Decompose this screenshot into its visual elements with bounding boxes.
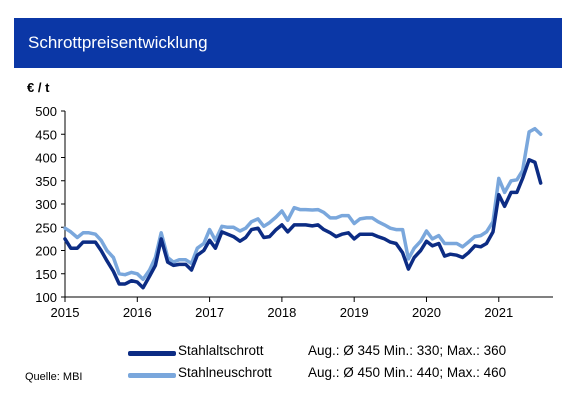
y-tick-label: 450 xyxy=(35,127,57,142)
x-tick-label: 2018 xyxy=(267,305,296,320)
x-tick-label: 2017 xyxy=(195,305,224,320)
y-tick-label: 400 xyxy=(35,151,57,166)
x-tick-label: 2021 xyxy=(484,305,513,320)
x-tick-label: 2016 xyxy=(123,305,152,320)
series-line-stahlneuschrott xyxy=(63,126,543,282)
source-note: Quelle: MBI xyxy=(25,371,83,383)
x-tick-label: 2019 xyxy=(340,305,369,320)
stats-stahlneuschrott: Aug.: Ø 450 Min.: 440; Max.: 460 xyxy=(308,365,507,380)
legend-label: Stahlneuschrott xyxy=(178,365,272,380)
x-tick-label: 2020 xyxy=(412,305,441,320)
legend-label: Stahlaltschrott xyxy=(178,343,264,358)
x-tick-label: 2015 xyxy=(51,305,80,320)
y-tick-label: 300 xyxy=(35,197,57,212)
y-tick-label: 200 xyxy=(35,244,57,259)
chart-title: Schrottpreisentwicklung xyxy=(28,33,208,52)
series-line-stahlaltschrott xyxy=(63,158,543,290)
y-tick-label: 500 xyxy=(35,104,57,119)
legend-swatch-neu xyxy=(128,373,176,378)
chart-header: Schrottpreisentwicklung xyxy=(14,18,562,68)
y-tick-label: 350 xyxy=(35,174,57,189)
y-tick-label: 100 xyxy=(35,290,57,305)
y-tick-label: 250 xyxy=(35,220,57,235)
legend-swatch-alt xyxy=(128,351,176,356)
stats-stahlaltschrott: Aug.: Ø 345 Min.: 330; Max.: 360 xyxy=(308,343,507,358)
y-axis-label: € / t xyxy=(27,80,50,95)
y-tick-label: 150 xyxy=(35,267,57,282)
